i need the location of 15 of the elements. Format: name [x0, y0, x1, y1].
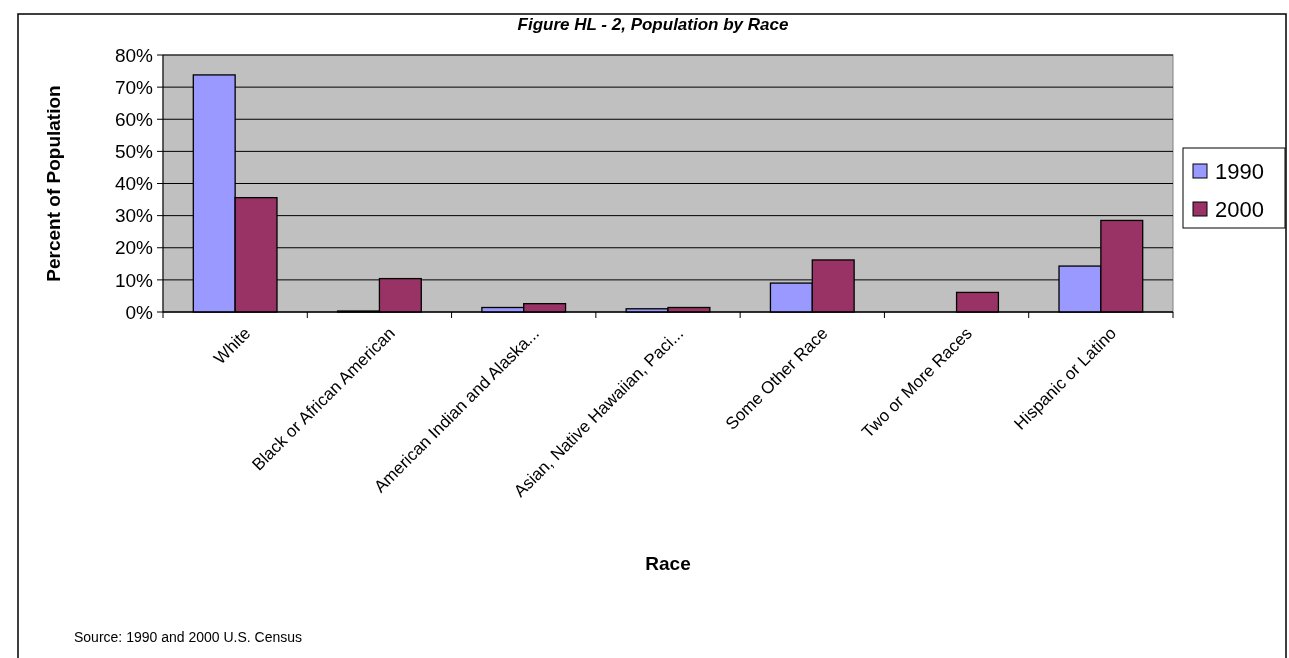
legend-label: 2000 [1215, 196, 1264, 222]
y-axis-title: Percent of Population [43, 85, 64, 282]
y-tick-label: 60% [114, 108, 154, 130]
y-tick-label: 70% [114, 76, 154, 98]
y-tick-label: 50% [114, 141, 154, 163]
y-tick-label: 80% [114, 44, 154, 66]
y-tick-label: 0% [125, 301, 154, 323]
y-tick-label: 30% [114, 205, 154, 227]
chart-title: Figure HL - 2, Population by Race [517, 15, 789, 34]
legend-label: 1990 [1215, 158, 1264, 184]
y-tick-label: 20% [114, 237, 154, 259]
y-tick-label: 10% [114, 269, 154, 291]
x-axis-title: Race [645, 553, 691, 574]
source-note: Source: 1990 and 2000 U.S. Census [74, 629, 303, 645]
y-tick-label: 40% [114, 173, 154, 195]
